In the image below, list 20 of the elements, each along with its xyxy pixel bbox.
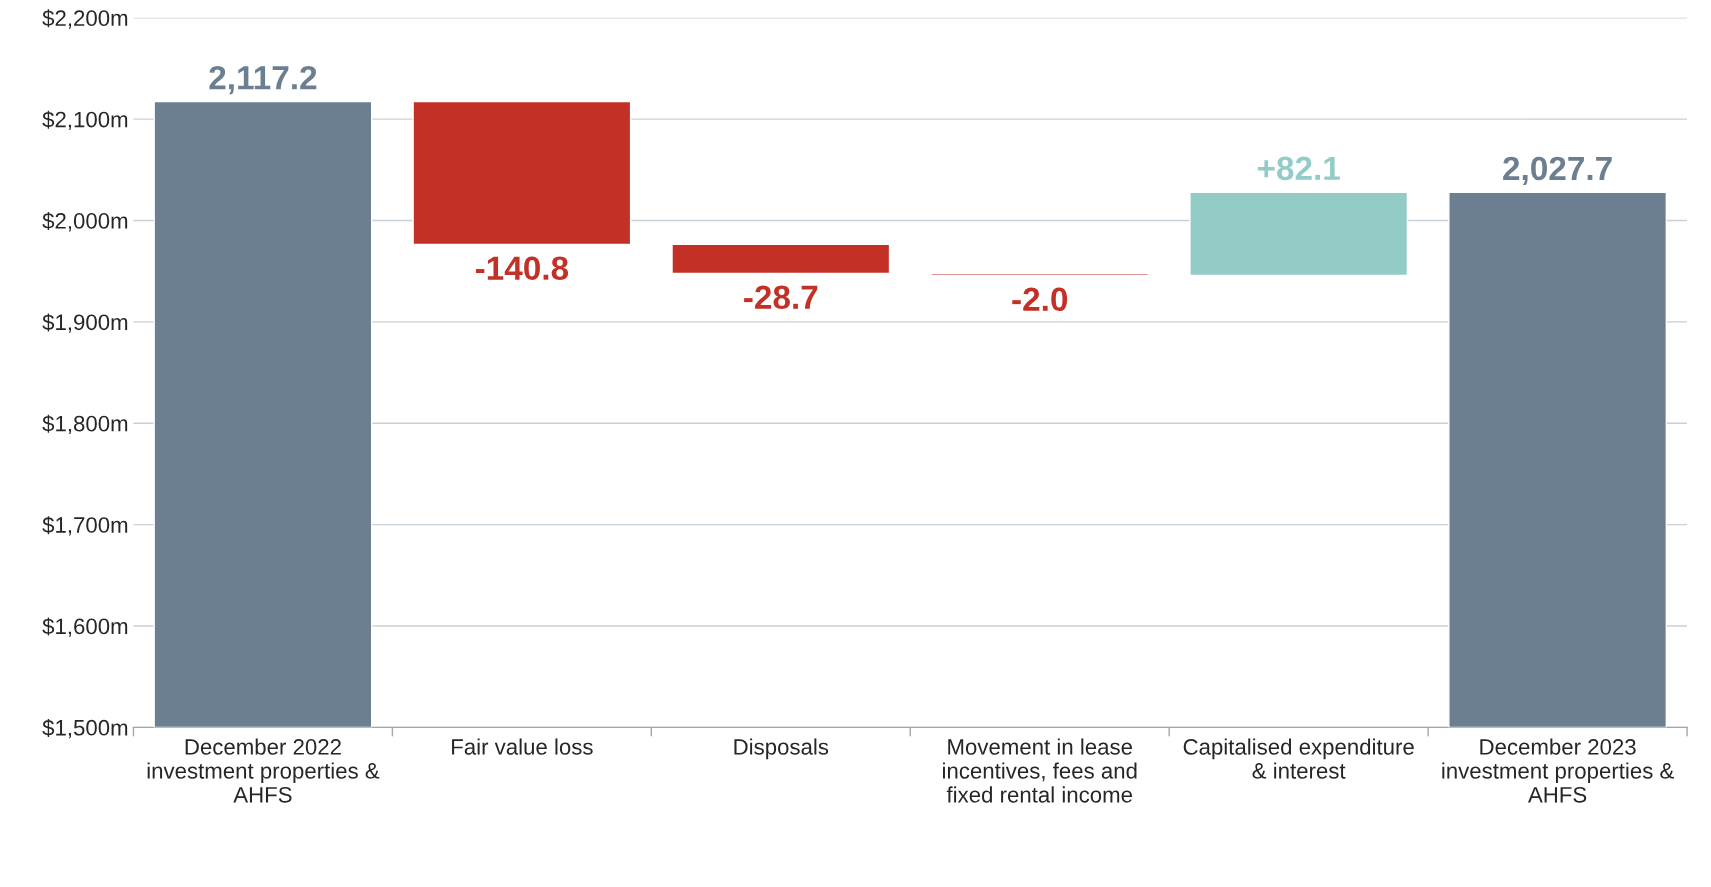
- x-tick-label: Capitalised expenditure & interest: [1183, 738, 1414, 779]
- x-tick-label: Movement in lease incentives, fees and fixed rental income: [943, 738, 1137, 803]
- data-label: 2,117.2: [209, 65, 317, 95]
- y-tick-label: $2,000m: [42, 212, 128, 232]
- x-tick-label: December 2022 investment properties & AHFS: [147, 738, 380, 803]
- data-label: -2.0: [1012, 287, 1068, 312]
- y-tick-label: $1,900m: [42, 313, 128, 333]
- x-tick-label: Disposals: [734, 738, 829, 760]
- data-label: -140.8: [475, 256, 569, 280]
- data-label: +82.1: [1257, 156, 1340, 181]
- y-tick-label: $2,200m: [42, 9, 128, 29]
- data-label: -28.7: [744, 285, 818, 310]
- data-label: 2,027.7: [1503, 156, 1612, 186]
- x-tick-label: December 2023 investment properties & AHFS: [1442, 738, 1674, 803]
- y-tick-label: $1,700m: [42, 516, 128, 536]
- y-tick-label: $1,500m: [42, 718, 128, 739]
- y-tick-label: $2,100m: [42, 110, 128, 131]
- y-tick-label: $1,600m: [42, 617, 128, 637]
- y-tick-label: $1,800m: [42, 414, 128, 435]
- x-tick-label: Fair value loss: [452, 738, 593, 755]
